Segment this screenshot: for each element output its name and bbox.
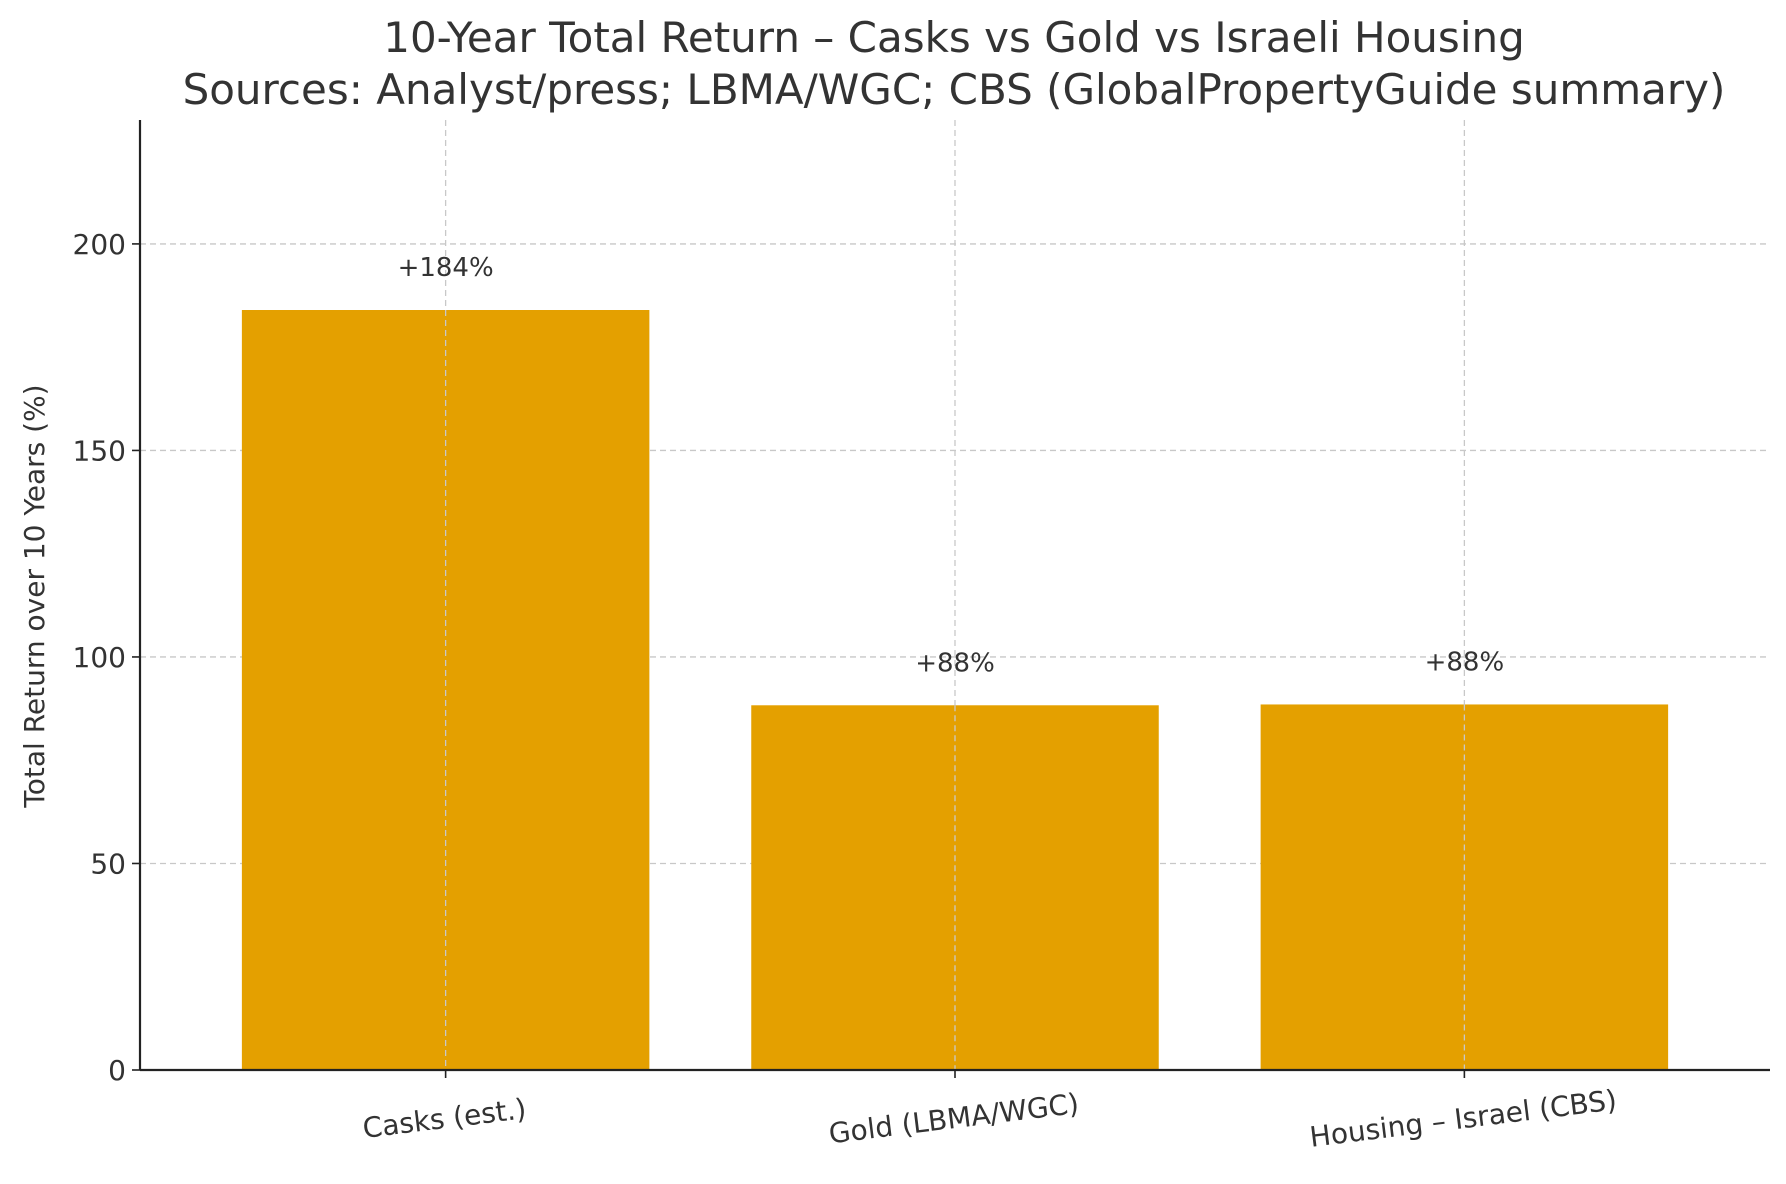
y-tick-label: 150: [73, 434, 126, 467]
x-tick-label: Casks (est.): [361, 1092, 528, 1145]
data-labels: +184% +88% +88%: [398, 253, 1505, 678]
y-tick-label: 200: [73, 228, 126, 261]
y-tick-label: 0: [108, 1054, 126, 1087]
data-label: +88%: [915, 648, 995, 678]
chart-subtitle: Sources: Analyst/press; LBMA/WGC; CBS (G…: [183, 65, 1726, 114]
y-tick-label: 100: [73, 641, 126, 674]
y-axis-label: Total Return over 10 Years (%): [18, 384, 51, 808]
data-label: +88%: [1425, 647, 1505, 677]
x-tick-label: Gold (LBMA/WGC): [827, 1087, 1081, 1150]
x-tick-label: Housing – Israel (CBS): [1308, 1083, 1619, 1153]
chart-title: 10-Year Total Return – Casks vs Gold vs …: [383, 13, 1525, 62]
data-label: +184%: [398, 253, 494, 283]
y-tick-label: 50: [90, 847, 126, 880]
